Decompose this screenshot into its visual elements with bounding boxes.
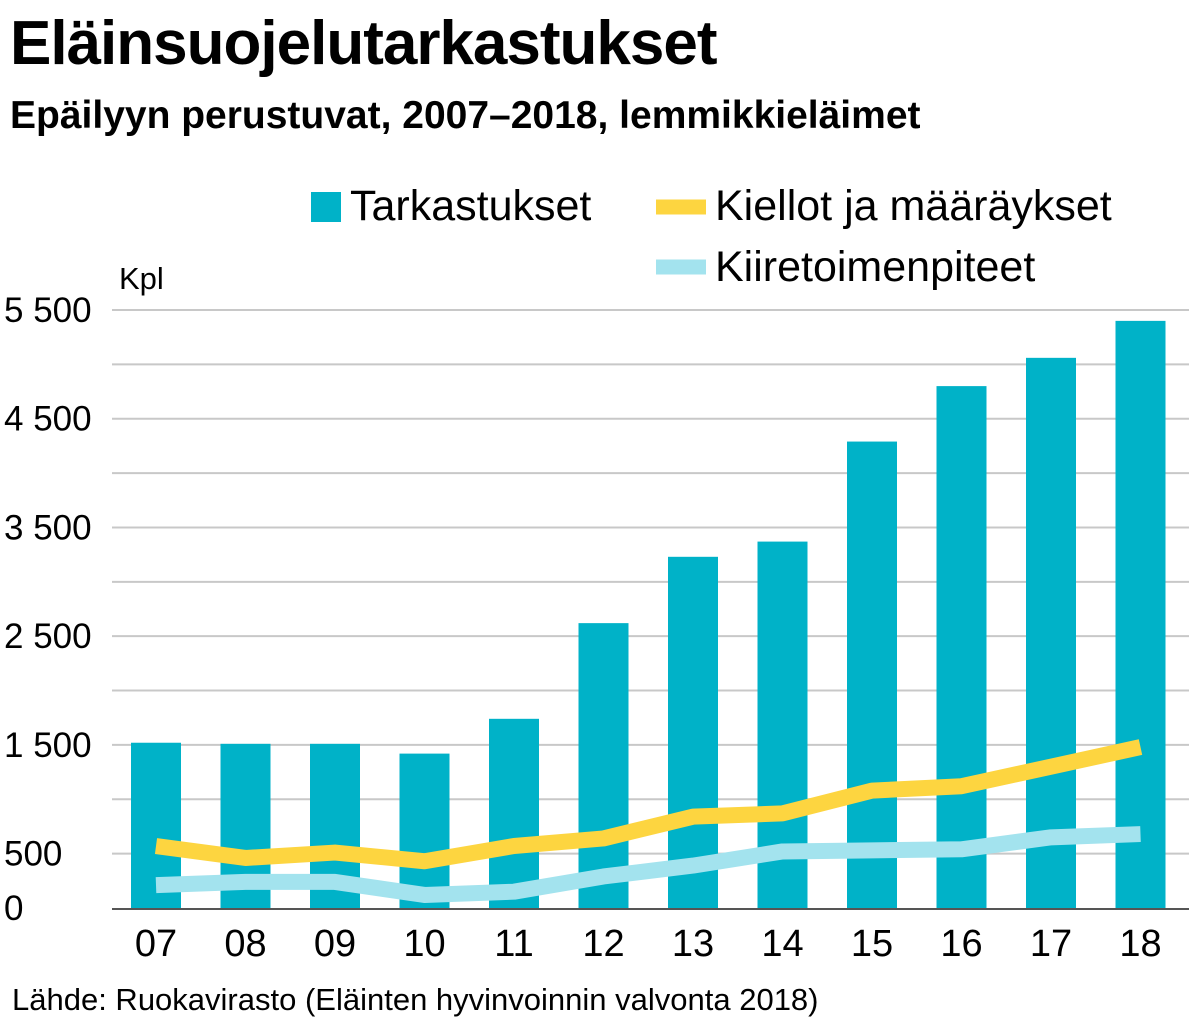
line-kiellot-ja-maaraykset	[154, 739, 1143, 870]
x-tick-label: 07	[135, 923, 177, 965]
x-tick-label: 08	[224, 923, 266, 965]
x-tick-label: 15	[851, 923, 893, 965]
chart-subtitle: Epäilyyn perustuvat, 2007–2018, lemmikki…	[10, 94, 921, 137]
bar-tarkastukset	[1115, 320, 1166, 908]
grid-lines	[112, 309, 1189, 855]
source-note: Lähde: Ruokavirasto (Eläinten hyvinvoinn…	[12, 982, 819, 1017]
x-tick-label: 16	[940, 923, 982, 965]
x-tick-label: 18	[1119, 923, 1161, 965]
legend: Tarkastukset Kiellot ja määräykset Kiireto…	[311, 182, 1112, 291]
y-axis-ticks: 0 500 1 500 2 500 3 500 4 500 5 500	[4, 291, 92, 928]
y-tick-label: 5 500	[4, 291, 92, 330]
bar-tarkastukset	[489, 718, 539, 908]
x-tick-label: 12	[582, 923, 624, 965]
x-tick-label: 10	[403, 923, 445, 965]
bar-tarkastukset	[1026, 357, 1076, 909]
bar-tarkastukset	[668, 556, 718, 908]
y-tick-label: 2 500	[4, 617, 92, 656]
y-tick-label: 4 500	[4, 400, 92, 439]
line-kiiretoimenpiteet	[155, 826, 1141, 903]
y-axis-unit-label: Kpl	[119, 261, 164, 296]
bar-tarkastukset	[399, 753, 450, 908]
x-tick-label: 14	[761, 923, 803, 965]
bar-tarkastukset	[847, 441, 897, 908]
legend-label-tarkastukset: Tarkastukset	[350, 182, 591, 230]
y-tick-label: 3 500	[4, 508, 92, 547]
x-tick-label: 17	[1030, 923, 1072, 965]
y-tick-label: 0	[4, 889, 23, 928]
legend-label-kiellot: Kiellot ja määräykset	[715, 182, 1112, 230]
line-series	[154, 739, 1143, 903]
y-tick-label: 500	[4, 835, 62, 874]
bar-tarkastukset	[578, 623, 629, 908]
chart-title: Eläinsuojelutarkastukset	[10, 9, 717, 78]
legend-swatch-tarkastukset	[311, 192, 341, 222]
x-tick-label: 11	[494, 923, 533, 965]
x-tick-label: 13	[672, 923, 714, 965]
y-tick-label: 1 500	[4, 726, 92, 765]
legend-label-kiire: Kiiretoimenpiteet	[715, 243, 1035, 291]
bar-tarkastukset	[936, 386, 987, 908]
x-axis-ticks: 07 08 09 10 11 12 13 14 15 16 17 18	[135, 923, 1162, 965]
x-tick-label: 09	[314, 923, 356, 965]
